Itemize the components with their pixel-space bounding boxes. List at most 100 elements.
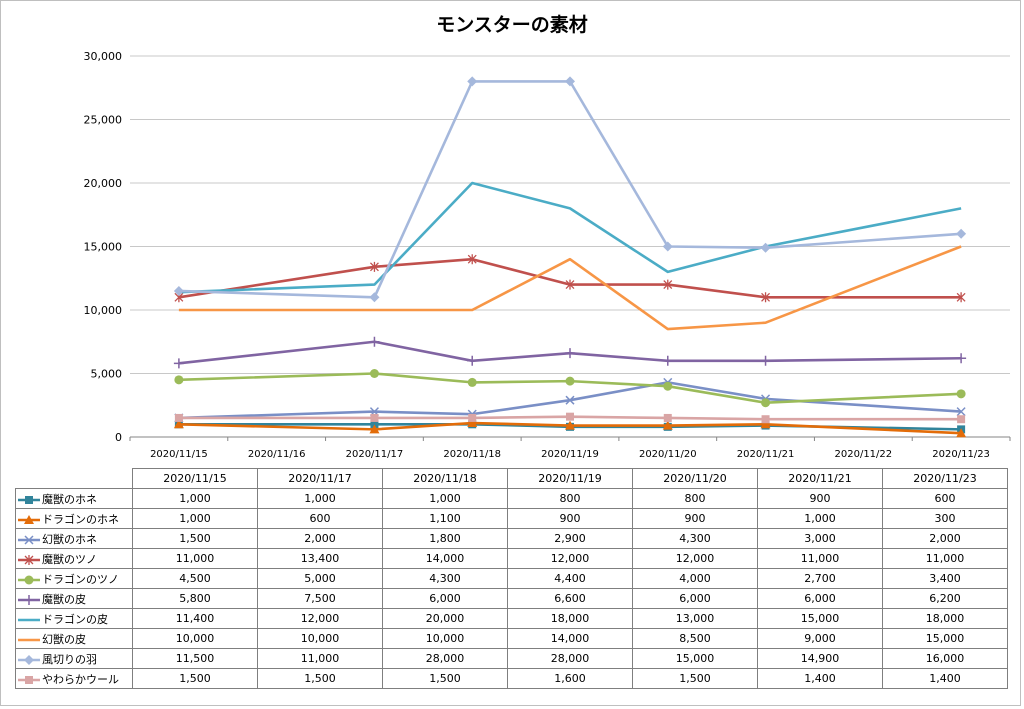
table-cell: 1,000 <box>382 488 508 509</box>
data-point <box>956 292 966 303</box>
data-point <box>663 381 673 391</box>
data-point <box>174 375 184 385</box>
table-cell: 13,000 <box>632 608 758 629</box>
series-name: 魔獣のホネ <box>42 492 97 506</box>
data-point <box>173 419 184 429</box>
table-cell: 18,000 <box>507 608 633 629</box>
legend-marker <box>24 534 34 545</box>
legend-swatch <box>18 554 40 565</box>
series-name: 幻獣のホネ <box>42 532 97 546</box>
series-name: ドラゴンのホネ <box>42 512 119 526</box>
table-column-header: 2020/11/21 <box>757 468 883 489</box>
x-tick-label: 2020/11/21 <box>737 449 795 460</box>
table-cell: 2,000 <box>257 528 383 549</box>
table-cell: 600 <box>257 508 383 529</box>
table-row: 魔獣のホネ 1,000 1,000 1,000 800 800 900 600 <box>15 488 1008 509</box>
data-point <box>760 419 771 429</box>
data-point <box>956 407 966 417</box>
x-tick-label: 2020/11/18 <box>443 449 501 460</box>
y-tick-label: 5,000 <box>91 368 123 381</box>
table-cell: 10,000 <box>382 628 508 649</box>
table-cell: 11,500 <box>132 648 258 669</box>
data-point <box>369 292 380 303</box>
data-point <box>565 395 575 405</box>
series-2 <box>173 418 967 438</box>
series-10 <box>174 412 966 424</box>
table-corner <box>15 468 133 489</box>
data-point <box>468 413 477 422</box>
table-cell: 18,000 <box>882 608 1008 629</box>
table-cell: 10,000 <box>257 628 383 649</box>
table-cell: 6,200 <box>882 588 1008 609</box>
table-cell: 800 <box>507 488 633 509</box>
table-cell: 2,700 <box>757 568 883 589</box>
table-column-header: 2020/11/18 <box>382 468 508 489</box>
table-cell: 1,000 <box>757 508 883 529</box>
series-name: やわらかウール <box>42 672 119 686</box>
data-point <box>662 420 673 430</box>
series-name: ドラゴンの皮 <box>42 612 108 626</box>
table-cell: 14,000 <box>507 628 633 649</box>
table-row: 魔獣のツノ 11,000 13,400 14,000 12,000 12,000 11,00… <box>15 548 1008 569</box>
data-point <box>173 285 184 296</box>
data-point <box>565 376 575 386</box>
legend-swatch <box>18 534 40 545</box>
table-row: 風切りの羽 11,500 11,000 28,000 28,000 15,000 14,90… <box>15 648 1008 669</box>
table-cell: 11,000 <box>757 548 883 569</box>
table-row: ドラゴンの皮 11,400 12,000 20,000 18,000 13,000 15,0… <box>15 608 1008 629</box>
table-cell: 4,000 <box>632 568 758 589</box>
table-cell: 3,000 <box>757 528 883 549</box>
table-cell: 14,000 <box>382 548 508 569</box>
data-point <box>956 228 967 239</box>
table-cell: 13,400 <box>257 548 383 569</box>
legend-swatch <box>18 495 40 504</box>
table-cell: 1,500 <box>382 668 508 689</box>
table-column-header: 2020/11/17 <box>257 468 383 489</box>
table-cell: 11,000 <box>257 648 383 669</box>
table-cell: 900 <box>757 488 883 509</box>
table-cell: 7,500 <box>257 588 383 609</box>
data-point <box>662 355 673 366</box>
table-cell: 12,000 <box>632 548 758 569</box>
legend-swatch <box>18 514 40 524</box>
y-tick-label: 20,000 <box>84 177 123 190</box>
table-cell: 11,000 <box>882 548 1008 569</box>
y-tick-label: 30,000 <box>84 50 123 63</box>
data-point <box>761 292 771 303</box>
series-4 <box>174 254 966 303</box>
data-point <box>369 261 379 272</box>
series-8 <box>178 245 962 331</box>
table-cell: 20,000 <box>382 608 508 629</box>
table-cell: 2,900 <box>507 528 633 549</box>
series-line <box>178 245 962 331</box>
table-cell: 600 <box>882 488 1008 509</box>
series-legend-key: 風切りの羽 <box>15 648 133 669</box>
table-header-row: 2020/11/15 2020/11/17 2020/11/18 2020/11/19… <box>15 468 1008 489</box>
x-tick-label: 2020/11/16 <box>248 449 306 460</box>
data-point <box>662 241 673 252</box>
table-cell: 1,800 <box>382 528 508 549</box>
legend-swatch <box>18 618 40 621</box>
series-line <box>178 181 962 294</box>
line-chart: 0 5,000 10,000 15,000 20,000 25,000 30,000 2020… <box>84 50 1011 460</box>
data-point <box>663 279 673 290</box>
y-tick-label: 0 <box>115 431 122 444</box>
series-line <box>178 80 962 299</box>
data-point <box>956 353 967 364</box>
table-column-header: 2020/11/15 <box>132 468 258 489</box>
table-cell: 1,000 <box>257 488 383 509</box>
series-name: 魔獣の皮 <box>42 592 86 606</box>
data-point <box>760 242 771 253</box>
table-cell: 1,600 <box>507 668 633 689</box>
table-cell: 1,500 <box>132 668 258 689</box>
table-column-header: 2020/11/20 <box>632 468 758 489</box>
table-cell: 15,000 <box>757 608 883 629</box>
data-point <box>565 420 575 430</box>
data-point <box>760 355 771 366</box>
table-cell: 4,500 <box>132 568 258 589</box>
x-tick-label: 2020/11/15 <box>150 449 208 460</box>
table-cell: 15,000 <box>882 628 1008 649</box>
table-cell: 2,000 <box>882 528 1008 549</box>
table-cell: 1,500 <box>132 528 258 549</box>
